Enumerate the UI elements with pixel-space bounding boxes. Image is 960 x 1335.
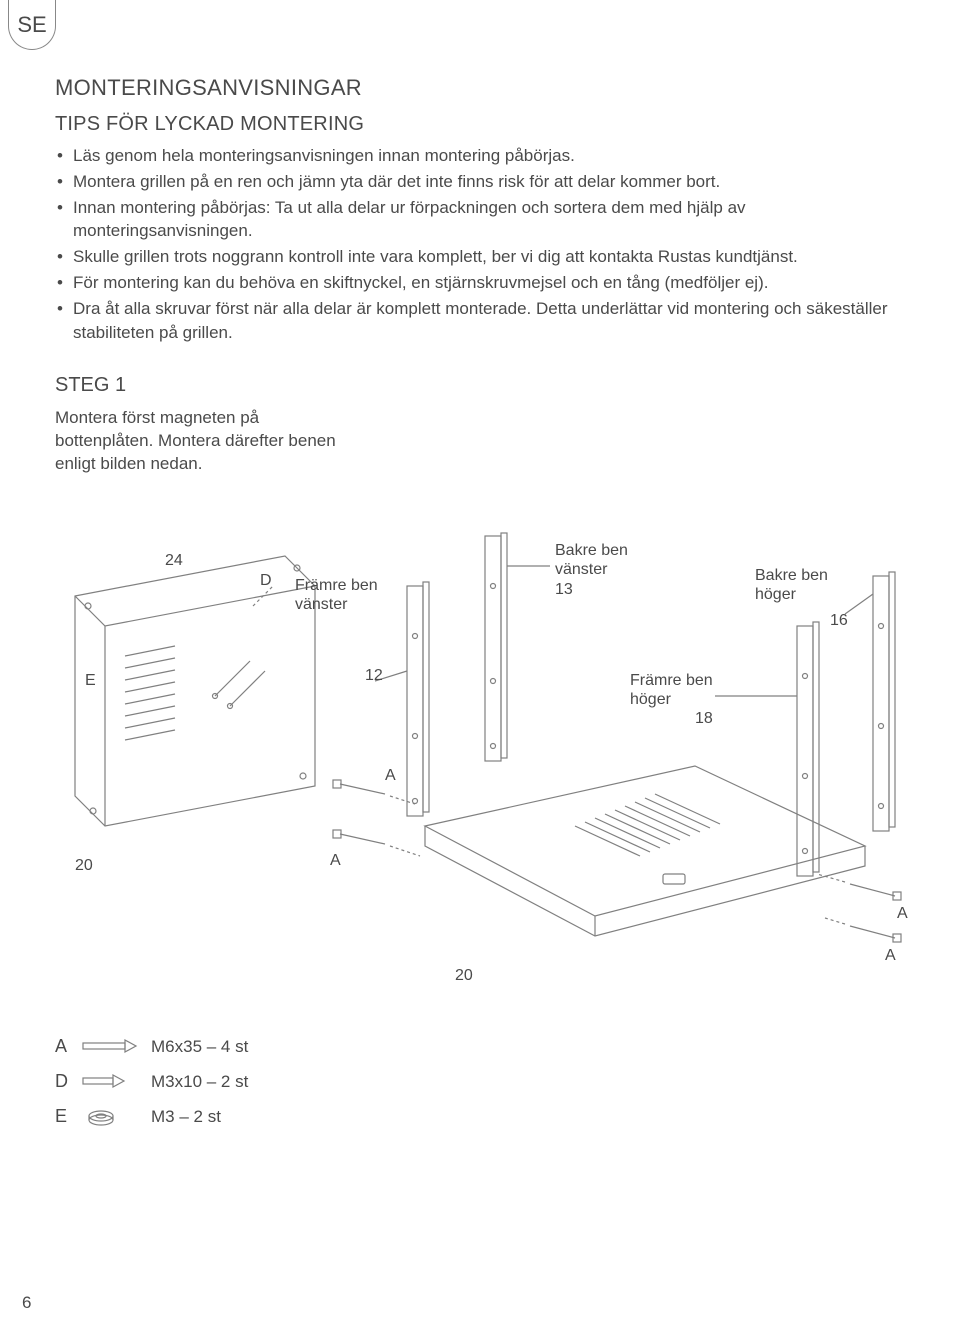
subtitle: TIPS FÖR LYCKAD MONTERING: [55, 113, 910, 136]
tip-item: Dra åt alla skruvar först när alla delar…: [55, 297, 910, 345]
nut-icon: [81, 1108, 151, 1126]
back-right-leg-icon: [845, 572, 895, 831]
label-A2: A: [330, 851, 341, 870]
language-badge: SE: [8, 0, 56, 50]
label-back-left-leg: Bakre ben vänster: [555, 541, 628, 579]
bolt-icon: [333, 780, 415, 804]
hardware-spec: M6x35 – 4 st: [151, 1037, 248, 1057]
main-title: MONTERINGSANVISNINGAR: [55, 75, 910, 101]
label-20-base: 20: [455, 966, 473, 985]
label-back-right-leg: Bakre ben höger: [755, 566, 828, 604]
side-panel-icon: [75, 556, 315, 826]
tip-item: Innan montering påbörjas: Ta ut alla del…: [55, 196, 910, 244]
base-plate-icon: [425, 766, 865, 936]
assembly-diagram: 24 D E 20 Främre ben vänster 12 Bakre be…: [55, 506, 910, 1006]
hardware-letter: E: [55, 1106, 81, 1127]
label-16: 16: [830, 611, 848, 630]
label-A3: A: [897, 904, 908, 923]
hardware-letter: A: [55, 1036, 81, 1057]
tips-list: Läs genom hela monteringsanvisningen inn…: [55, 144, 910, 344]
bolt-icon: [333, 830, 420, 856]
label-front-right-leg: Främre ben höger: [630, 671, 713, 709]
hardware-spec: M3x10 – 2 st: [151, 1072, 248, 1092]
hardware-list: A M6x35 – 4 st D M3x10 – 2 st E: [55, 1036, 910, 1127]
step-text: Montera först magneten på bottenplåten. …: [55, 407, 355, 476]
front-left-leg-icon: [407, 582, 429, 816]
label-E: E: [85, 671, 96, 690]
bolt-icon: [825, 918, 901, 942]
page-number: 6: [22, 1293, 31, 1313]
front-right-leg-icon: [797, 622, 819, 876]
tip-item: Skulle grillen trots noggrann kontroll i…: [55, 245, 910, 269]
tip-item: Montera grillen på en ren och jämn yta d…: [55, 170, 910, 194]
tip-item: Läs genom hela monteringsanvisningen inn…: [55, 144, 910, 168]
hardware-spec: M3 – 2 st: [151, 1107, 221, 1127]
hardware-letter: D: [55, 1071, 81, 1092]
bolt-long-icon: [81, 1039, 151, 1055]
label-A1: A: [385, 766, 396, 785]
bolt-short-icon: [81, 1074, 151, 1090]
tip-item: För montering kan du behöva en skiftnyck…: [55, 271, 910, 295]
label-13: 13: [555, 580, 573, 599]
label-A4: A: [885, 946, 896, 965]
label-D: D: [260, 571, 272, 590]
hardware-row: E M3 – 2 st: [55, 1106, 910, 1127]
label-20-left: 20: [75, 856, 93, 875]
label-front-left-leg: Främre ben vänster: [295, 576, 378, 614]
hardware-row: A M6x35 – 4 st: [55, 1036, 910, 1057]
hardware-row: D M3x10 – 2 st: [55, 1071, 910, 1092]
bolt-icon: [817, 874, 901, 900]
label-18: 18: [695, 709, 713, 728]
back-left-leg-icon: [485, 533, 550, 761]
step-title: STEG 1: [55, 374, 910, 397]
label-panel-24: 24: [165, 551, 183, 570]
label-12: 12: [365, 666, 383, 685]
